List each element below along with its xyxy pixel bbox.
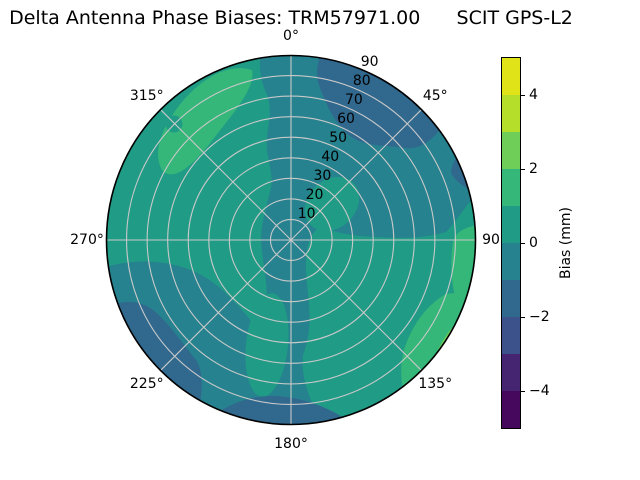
contour-region-neg2-ne bbox=[317, 55, 449, 149]
colorbar-tick-label-0: 0 bbox=[529, 235, 538, 251]
colorbar-segment-5 bbox=[502, 206, 520, 243]
colorbar-tick-label--2: −2 bbox=[529, 309, 550, 325]
colorbar-tick-label--4: −4 bbox=[529, 383, 550, 399]
theta-label-225: 225° bbox=[129, 376, 164, 393]
theta-label-45: 45° bbox=[422, 87, 448, 104]
grid-spoke-45 bbox=[290, 108, 423, 241]
colorbar-tick--4 bbox=[521, 390, 525, 392]
radial-label-50: 50 bbox=[329, 129, 348, 146]
colorbar-tick-label-4: 4 bbox=[529, 87, 538, 103]
colorbar-tick-4 bbox=[521, 94, 525, 96]
colorbar-segment-3 bbox=[502, 280, 520, 317]
contour-region-neg2-bottom bbox=[206, 396, 359, 425]
grid-spoke-135 bbox=[290, 239, 423, 372]
chart-title: Delta Antenna Phase Biases: TRM57971.00 … bbox=[9, 7, 573, 29]
radial-label-10: 10 bbox=[297, 205, 316, 222]
radial-label-20: 20 bbox=[305, 186, 324, 203]
colorbar-segment-8 bbox=[502, 95, 520, 132]
colorbar-axis-label: Bias (mm) bbox=[558, 206, 574, 280]
radial-label-80: 80 bbox=[352, 72, 371, 89]
grid-spoke-225 bbox=[159, 239, 292, 372]
colorbar-tick-label-2: 2 bbox=[529, 161, 538, 177]
colorbar-segment-6 bbox=[502, 169, 520, 206]
colorbar-segment-0 bbox=[502, 391, 520, 428]
radial-label-90: 90 bbox=[360, 53, 379, 70]
theta-label-90: 90 bbox=[482, 232, 500, 248]
colorbar-segment-4 bbox=[502, 243, 520, 280]
colorbar-segment-2 bbox=[502, 317, 520, 354]
contour-pocket-south bbox=[245, 293, 289, 397]
contour-region-1-2-nw bbox=[158, 68, 253, 175]
radial-label-40: 40 bbox=[321, 148, 340, 165]
colorbar-segment-9 bbox=[502, 58, 520, 95]
theta-label-180: 180° bbox=[274, 436, 308, 452]
polar-grid bbox=[106, 55, 476, 425]
polar-axis-boundary bbox=[105, 54, 477, 426]
radial-label-60: 60 bbox=[337, 110, 355, 127]
colorbar-segment-7 bbox=[502, 132, 520, 169]
colorbar-tick--2 bbox=[521, 316, 525, 318]
colorbar bbox=[501, 57, 521, 429]
theta-label-0: 0° bbox=[283, 28, 299, 44]
theta-label-270: 270° bbox=[70, 232, 104, 248]
colorbar-segment-1 bbox=[502, 354, 520, 391]
contour-region-1-2-east bbox=[451, 224, 476, 314]
colorbar-tick-2 bbox=[521, 168, 525, 170]
colorbar-tick-0 bbox=[521, 242, 525, 244]
grid-spoke-315 bbox=[159, 108, 292, 241]
radial-label-70: 70 bbox=[344, 91, 363, 108]
theta-label-315: 315° bbox=[129, 87, 164, 104]
radial-label-30: 30 bbox=[313, 167, 332, 184]
theta-label-135: 135° bbox=[418, 376, 453, 393]
contour-pocket-ne bbox=[304, 176, 360, 232]
